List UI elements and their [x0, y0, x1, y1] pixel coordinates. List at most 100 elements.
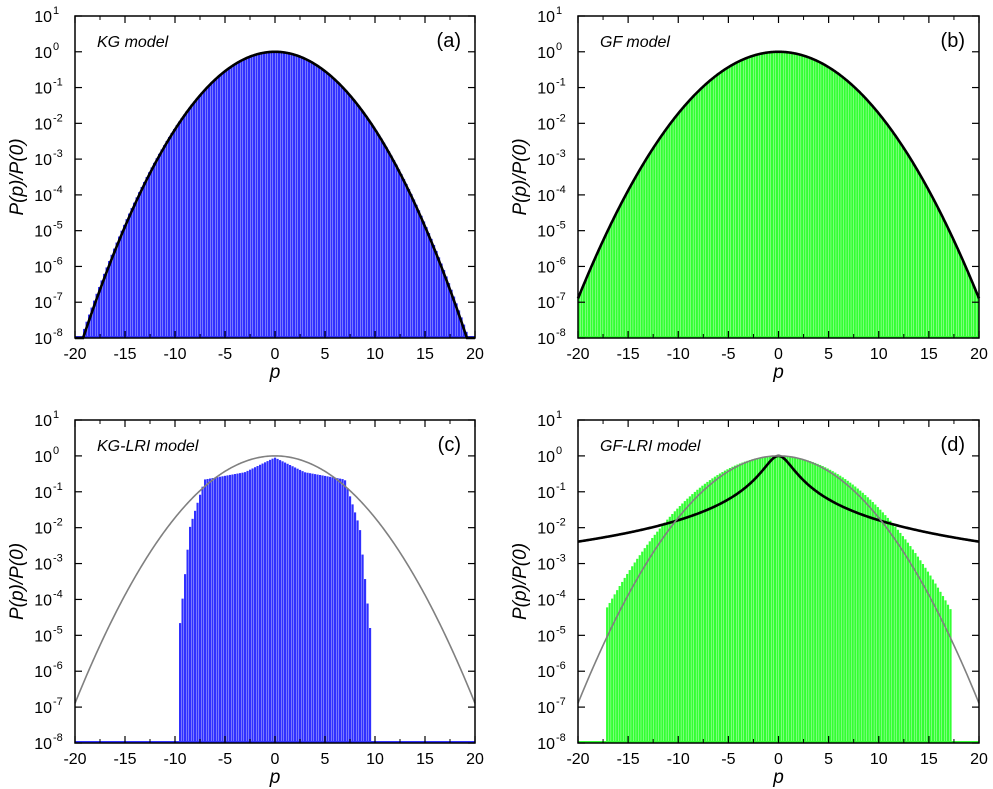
- histogram-bar: [685, 103, 688, 339]
- histogram-bar: [296, 468, 299, 743]
- histogram-bar: [168, 136, 171, 338]
- histogram-bar: [343, 88, 346, 338]
- histogram-bar: [206, 478, 209, 743]
- y-tick-exponent: -7: [53, 291, 63, 303]
- histogram-bar: [695, 92, 698, 338]
- histogram-bar: [351, 504, 354, 743]
- histogram-bar: [906, 542, 909, 743]
- histogram-bar: [378, 134, 381, 338]
- histogram-bar: [838, 74, 841, 338]
- histogram-bar: [324, 475, 327, 743]
- histogram-bar: [326, 476, 329, 743]
- histogram-bar: [185, 111, 188, 338]
- histogram-bar: [316, 474, 319, 743]
- x-tick-label: -20: [63, 346, 86, 363]
- histogram-bar: [896, 138, 899, 338]
- histogram-bar: [588, 271, 591, 338]
- histogram-bar: [388, 151, 391, 338]
- histogram-bar: [651, 538, 654, 743]
- histogram-bar: [303, 58, 306, 338]
- y-tick-exponent: -3: [556, 553, 566, 565]
- x-axis-title: p: [269, 767, 281, 788]
- histogram-bar: [636, 558, 639, 743]
- histogram-bar: [681, 503, 684, 743]
- y-tick-exponent: -8: [556, 732, 566, 744]
- y-tick-exponent: -6: [556, 255, 566, 267]
- y-tick-base: 10: [537, 331, 555, 348]
- x-tick-label: 15: [920, 346, 938, 363]
- histogram-bar: [321, 475, 324, 743]
- histogram-bar: [916, 556, 920, 743]
- histogram-bar: [195, 98, 198, 338]
- histogram-bar: [841, 477, 844, 743]
- histogram-bar: [638, 555, 641, 743]
- histogram-bar: [665, 128, 668, 338]
- histogram-bar: [320, 68, 323, 339]
- histogram-bar: [746, 460, 749, 743]
- histogram-bar: [738, 61, 741, 338]
- histogram-bar: [898, 142, 901, 338]
- histogram-bar: [826, 66, 829, 339]
- histogram-bar: [234, 474, 237, 743]
- histogram-bar: [675, 114, 678, 339]
- histogram-bar: [661, 525, 664, 743]
- histogram-bar: [768, 456, 772, 743]
- panel-label: (c): [438, 434, 461, 456]
- histogram-bar: [284, 462, 287, 743]
- histogram-bar: [786, 52, 789, 338]
- histogram-bar: [901, 536, 904, 743]
- y-axis-title: P(p)/P(0): [510, 543, 531, 620]
- y-tick-base: 10: [537, 700, 555, 717]
- histogram-bar: [866, 497, 869, 743]
- x-tick-label: 5: [824, 751, 833, 768]
- histogram-bar: [763, 456, 767, 743]
- model-label: GF model: [600, 34, 670, 51]
- histogram-bar: [251, 468, 254, 743]
- y-tick-base: 10: [34, 413, 52, 430]
- histogram-bar: [903, 150, 906, 338]
- histogram-bar: [663, 522, 666, 743]
- histogram-bar: [683, 501, 686, 743]
- histogram-bar: [633, 179, 636, 338]
- histogram-bar: [791, 456, 794, 743]
- histogram-bar: [215, 77, 218, 339]
- y-tick-base: 10: [537, 152, 555, 169]
- histogram-bar: [631, 566, 634, 743]
- histogram-bar: [753, 458, 757, 743]
- histogram-bar: [618, 207, 621, 338]
- histogram-bar: [448, 283, 451, 338]
- histogram-bar: [438, 257, 441, 338]
- histogram-bar: [809, 461, 812, 743]
- histogram-bar: [678, 111, 681, 338]
- x-tick-label: -10: [667, 346, 690, 363]
- histogram-bar: [688, 496, 691, 743]
- histogram-bar: [798, 54, 801, 339]
- y-tick-exponent: 1: [556, 409, 562, 421]
- histogram-bar: [235, 62, 238, 339]
- histogram-bar: [300, 57, 303, 338]
- y-tick-base: 10: [34, 224, 52, 241]
- histogram-bar: [200, 92, 203, 339]
- histogram-bar: [278, 51, 281, 339]
- histogram-bar: [783, 52, 786, 339]
- histogram-bar: [863, 97, 866, 339]
- y-tick-base: 10: [537, 81, 555, 98]
- histogram-bar: [811, 58, 814, 339]
- histogram-bar: [221, 476, 224, 743]
- model-label: GF-LRI model: [600, 438, 701, 455]
- histogram-bar: [871, 502, 874, 743]
- histogram-bar: [671, 513, 674, 743]
- histogram-bar: [946, 604, 950, 743]
- histogram-bar: [410, 194, 413, 338]
- histogram-bar: [578, 295, 581, 338]
- histogram-bar: [919, 560, 922, 743]
- histogram-bar: [853, 87, 856, 338]
- histogram-bar: [901, 146, 904, 338]
- histogram-bar: [433, 244, 436, 338]
- histogram-bar: [775, 51, 779, 338]
- histogram-bar: [929, 575, 932, 743]
- histogram-bar: [756, 458, 759, 743]
- histogram-bar: [770, 52, 774, 339]
- histogram-bar: [924, 567, 927, 743]
- y-tick-base: 10: [34, 664, 52, 681]
